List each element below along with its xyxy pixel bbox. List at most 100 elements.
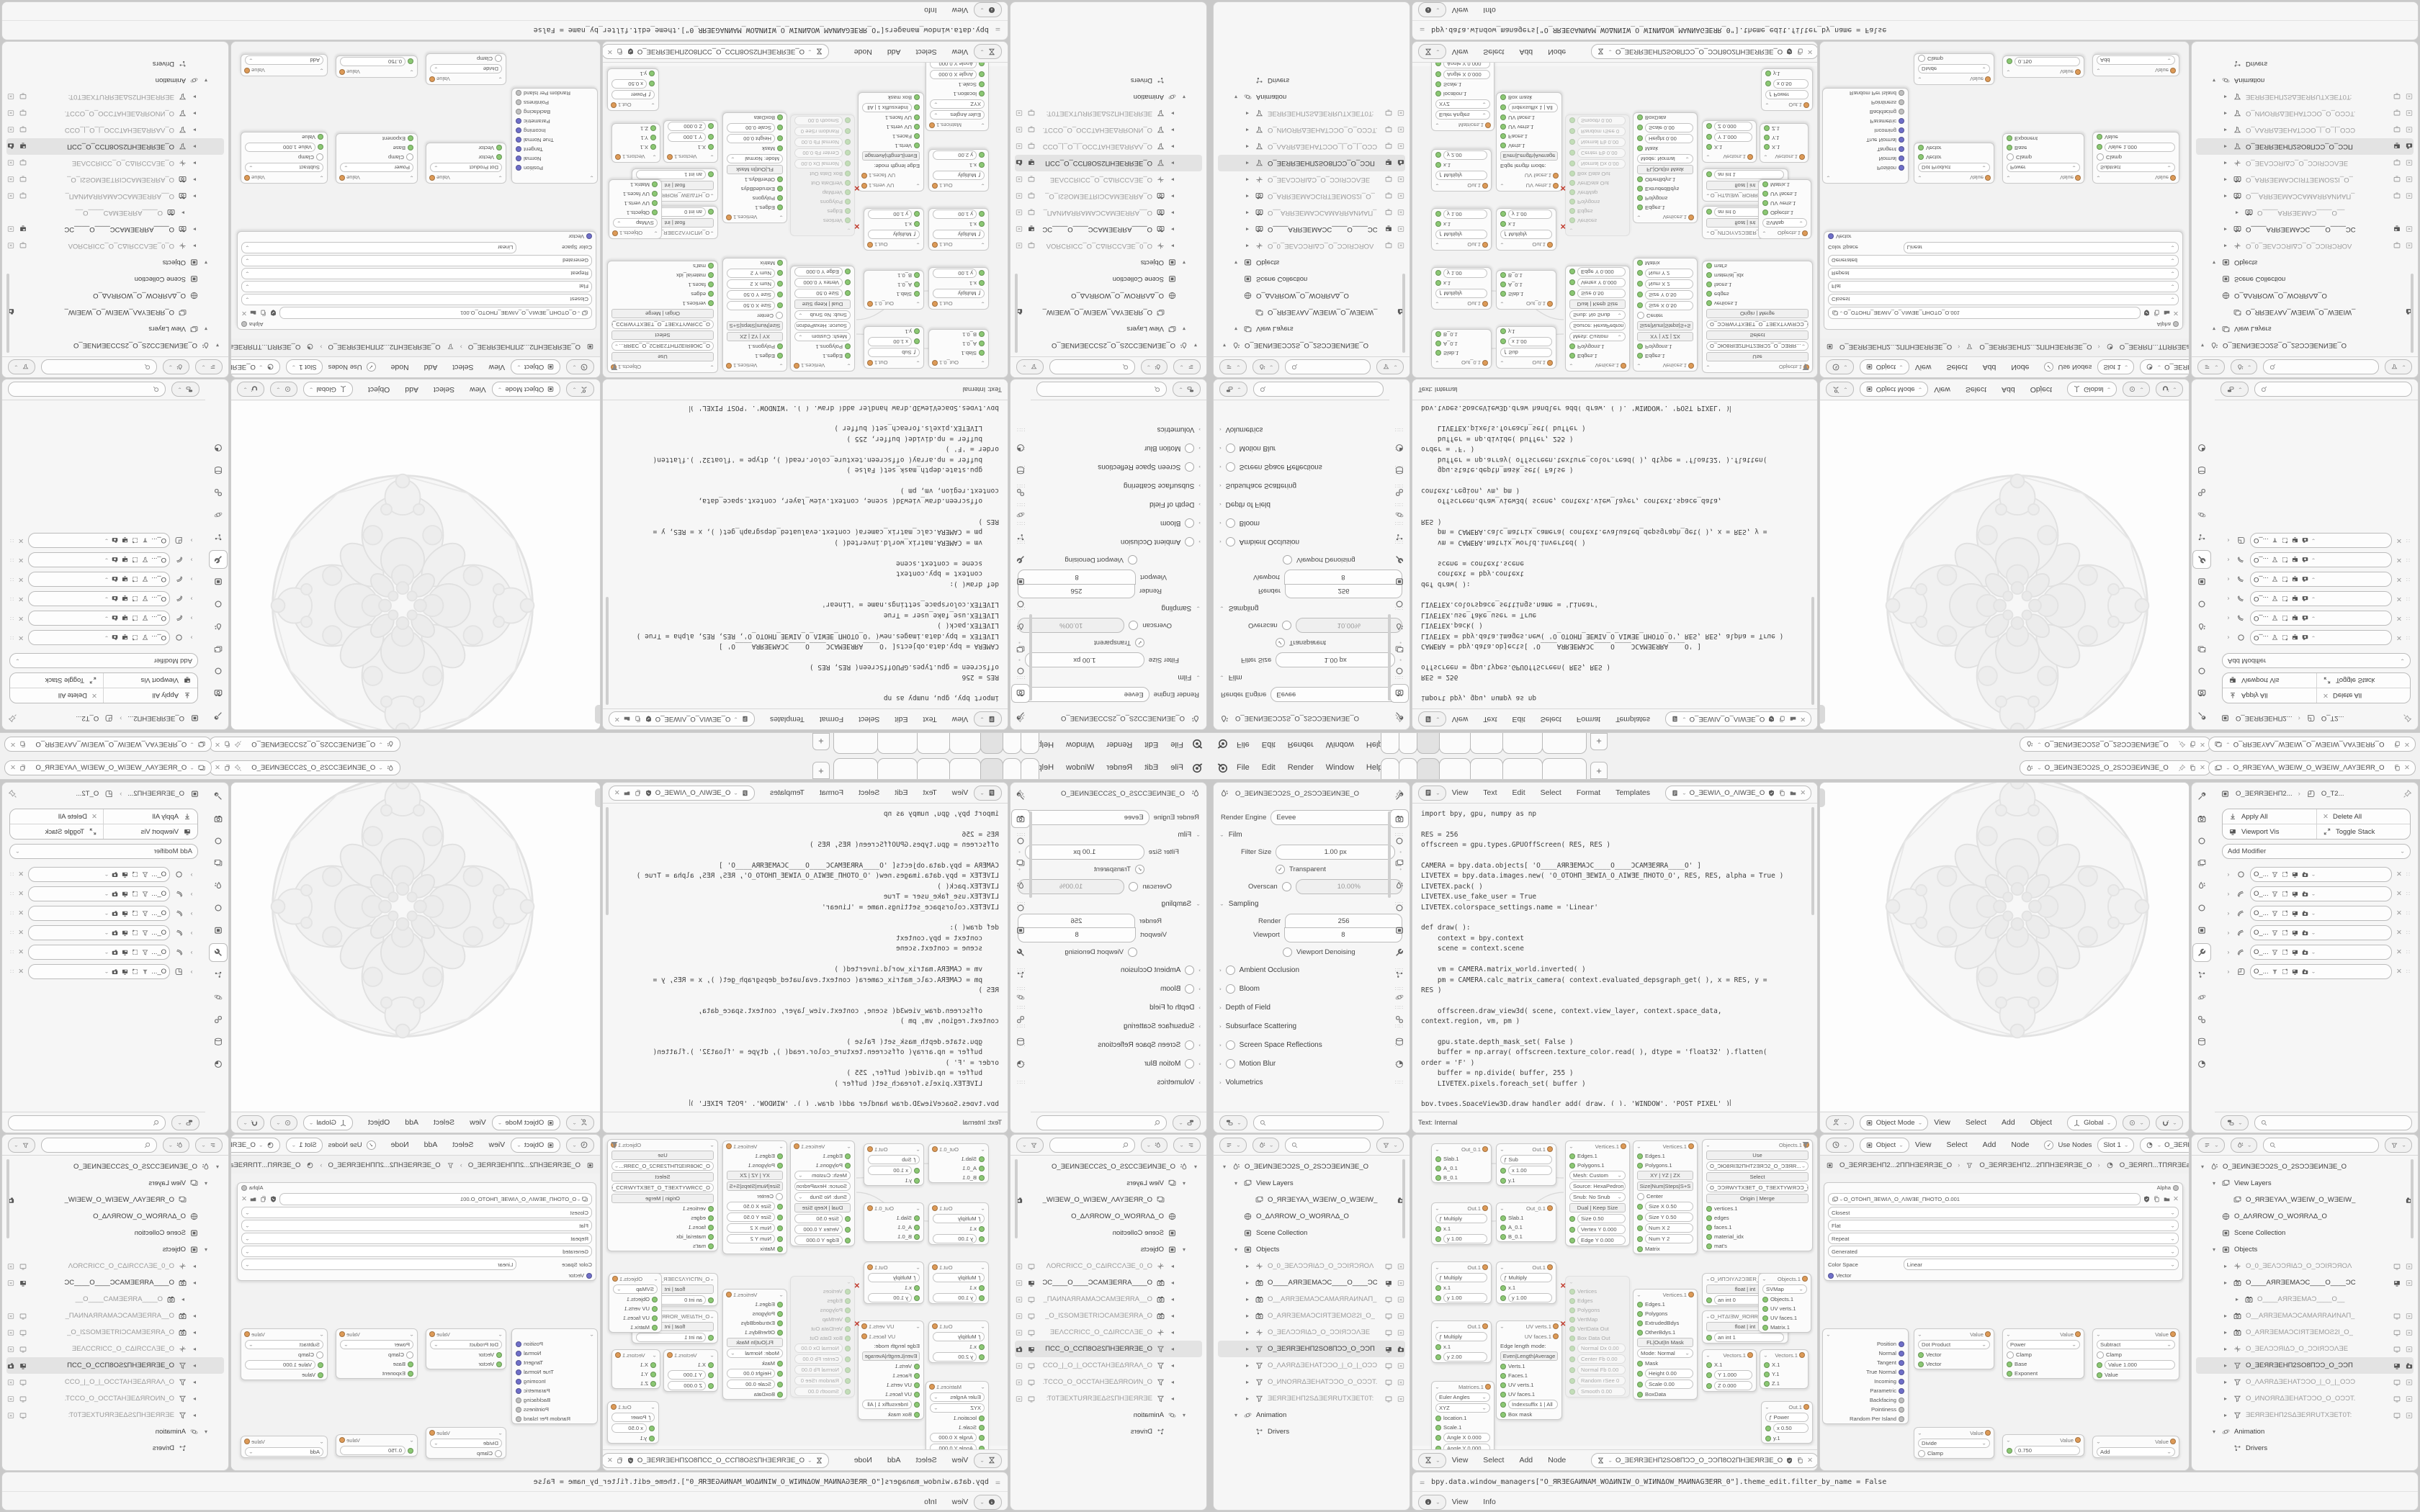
outliner-object-row[interactable]: ▸ O_AЯRƎEMAƆCIЯTƎEMOƧ2I_O_ [2196, 1324, 2414, 1341]
modifier-name-pill[interactable]: O_... ⌄ [2250, 964, 2392, 979]
node-field[interactable]: Size Y 0.50 [1645, 290, 1693, 300]
shield-icon[interactable] [1785, 1457, 1793, 1464]
geo-node[interactable]: ⌄ Out.1 ƒ Power x 0.50 y.1 [1761, 68, 1813, 111]
outliner-object-row[interactable]: ▸ O_0_ƎEΛƆƆЯIΔƆ_O_ƆƆIЯƆЯOΛ [2196, 238, 2414, 254]
xbox-icon[interactable] [6, 1345, 15, 1354]
properties-tab-scene[interactable] [209, 617, 228, 636]
outliner-objects[interactable]: ▾ Objects [2212, 1246, 2258, 1254]
scrollbar[interactable] [2411, 274, 2414, 353]
node-field[interactable]: Smooth 0.00 [1577, 1387, 1626, 1396]
node-dropdown[interactable]: Mode: Normal ⌄ [727, 154, 783, 163]
node-field[interactable]: 0.750 [340, 57, 405, 66]
text-datablock[interactable]: ⌄ O_ƎEWIΛ_O_ΛIWƎE_O ✕ [1664, 785, 1812, 801]
shader-node-area[interactable]: Alpha ⌄ O_OTOHП_ƎEWIΛ_O_ΛIWƎE_ПHOTO_O.001 ✕… [1820, 42, 2189, 338]
shader-menu-node[interactable]: Node [2011, 1140, 2030, 1149]
monitor-icon[interactable] [2393, 1312, 2401, 1320]
code-area[interactable]: import bpy, gpu, numpy as np RES = 256 o… [636, 810, 999, 1106]
funnel-icon[interactable] [2271, 556, 2279, 564]
monitorD-icon[interactable] [19, 225, 27, 234]
node-dropdown[interactable]: Snub: No Snub ⌄ [794, 310, 851, 320]
monitor-icon[interactable] [1027, 126, 1036, 135]
close-icon[interactable]: ✕ [241, 1195, 247, 1203]
outliner-object-row[interactable]: ▸ ƎEЯRƎEHП2SΔƎEЯRUTXƎET0T: [2196, 1407, 2414, 1423]
properties-tab-render[interactable] [209, 684, 228, 703]
outliner-object-row[interactable]: ▸ O_0_ƎEΛƆƆЯIΔƆ_O_ƆƆIЯƆЯOΛ [1218, 1258, 1405, 1274]
modifier-name-pill[interactable]: O_... ⌄ [28, 867, 170, 882]
properties-tab-tool[interactable] [1390, 787, 1409, 806]
monitor-icon[interactable] [19, 1411, 27, 1420]
modifier-name-pill[interactable]: O_... ⌄ [28, 964, 170, 979]
modifier-button-viewport-vis[interactable]: Viewport Vis [104, 673, 197, 688]
properties-tab-tool[interactable] [1390, 706, 1409, 725]
monitor-icon[interactable] [1384, 242, 1393, 251]
properties-tab-particles[interactable] [2192, 528, 2211, 546]
node-button[interactable]: Use [1706, 1151, 1809, 1160]
outliner-filter-button[interactable]: ⌄ [8, 359, 35, 375]
shader-node-area[interactable]: Alpha ⌄ O_OTOHП_ƎEWIΛ_O_ΛIWƎE_ПHOTO_O.001 ✕… [231, 1174, 600, 1470]
node-button[interactable]: XY | YZ | ZX [1637, 1171, 1693, 1180]
text-menu-view[interactable]: View [951, 788, 969, 797]
code-area[interactable]: import bpy, gpu, numpy as np RES = 256 o… [1421, 406, 1784, 702]
node-field[interactable]: x 1.00 [1508, 1166, 1552, 1175]
shader-node[interactable]: ⌄ Position Normal Tangent True Normal Incomin… [1822, 1328, 1909, 1424]
shader-node[interactable]: ⌄ Value Divide ⌄ Clamp [1914, 53, 1994, 85]
text-menu-format[interactable]: Format [1576, 788, 1601, 797]
modifier-row[interactable]: › O_... ⌄ ✕ ∷ [2215, 962, 2418, 981]
monitor-icon[interactable] [1027, 1328, 1036, 1337]
properties-tab-wrench[interactable] [2192, 943, 2211, 962]
section-subsurface-scattering[interactable]: › Subsurface Scattering ∷∷ [1219, 482, 1404, 490]
outliner-object-row[interactable]: ▸ O_0_ƎEΛƆƆЯIΔƆ_O_ƆƆIЯƆЯOΛ [1015, 238, 1202, 254]
xbox-icon[interactable] [2405, 1378, 2414, 1387]
node-dropdown[interactable]: O_ƆЮ8ЯIƎ2ПHT2ƎЯƆ2_O_ƆƎЯR... ⌄ [1706, 341, 1809, 351]
node-dropdown[interactable]: Mesh: Custom ⌄ [1569, 332, 1626, 341]
section-ambient-occlusion[interactable]: › Ambient Occlusion ∷∷ [1016, 965, 1201, 975]
topbar-menu-window[interactable]: Window [1066, 763, 1095, 772]
outliner-object-row[interactable]: ▸ O_ΛAЯRΔƎEHATƆƆO_|_O_|_OƆƆ [6, 122, 224, 138]
info-menu-info[interactable]: Info [1483, 6, 1496, 14]
node-field[interactable]: Value 1.000 [245, 1360, 315, 1369]
outliner-scene-root[interactable]: ▾ O_ƎEИNƎEƆƆ2S_O_2SƆƆƎEИNƎE_O [1051, 341, 1198, 349]
properties-tab-viewlayer[interactable] [1390, 639, 1409, 658]
node-field[interactable]: Num Y 2 [1645, 1234, 1693, 1243]
node-button[interactable]: Even|Length|Average [1500, 1351, 1558, 1361]
outliner-camera-child[interactable]: ▸ O____AЯRƎEMAƆ____O__ [2235, 209, 2345, 217]
image-setting-dropdown[interactable]: Generated ⌄ [241, 255, 592, 266]
monitor-icon[interactable] [1384, 1395, 1393, 1403]
properties-tab-data[interactable] [1011, 461, 1030, 480]
scene-selector[interactable]: ⌄ O_ƎEИNƎEƆƆ2S_O_2SƆƆƎEИNƎE_O ✕ [2020, 737, 2211, 752]
outliner-scene-mode[interactable]: ⌄ [1252, 1137, 1280, 1153]
node-dropdown[interactable]: XYZ ⌄ [1435, 99, 1490, 109]
monitor-icon[interactable] [2393, 1328, 2401, 1337]
delete-modifier-icon[interactable]: ✕ [2396, 634, 2402, 642]
node-dropdown[interactable]: Dot Product ⌄ [430, 1340, 502, 1349]
image-texture-node[interactable]: Alpha ⌄ O_OTOHП_ƎEWIΛ_O_ΛIWƎE_ПHOTO_O.001 ✕… [237, 1182, 596, 1281]
monitorD-icon[interactable] [2291, 556, 2299, 564]
node-button[interactable]: XY | YZ | ZX [727, 1171, 783, 1180]
search-input[interactable] [1036, 382, 1168, 397]
monitorD-icon[interactable] [121, 536, 129, 544]
geo-node[interactable]: ⌄ Out.1 ƒ Multiply x.1 y 1.00 [1431, 267, 1492, 310]
node-dropdown[interactable]: Divide ⌄ [430, 64, 502, 73]
sampling-viewport-field[interactable]: 8 [1283, 927, 1402, 942]
geo-node[interactable]: ⌄ Vertices Edges Polygons VertMap VertData Ou… [1565, 1276, 1630, 1398]
outliner-animation[interactable]: ▾ Animation [2212, 76, 2265, 84]
geo-menu-add[interactable]: Add [1519, 1456, 1533, 1464]
interaction-mode-icon-button[interactable]: ⌄ [1826, 1115, 1854, 1130]
node-button[interactable]: Dual | Keep Size [794, 1203, 851, 1212]
geo-node[interactable]: ⌄ Vertices Edges Polygons VertMap VertData Ou… [790, 1276, 855, 1398]
object-mode-dropdown[interactable]: Object Mode ⌄ [491, 382, 561, 397]
properties-tab-scene[interactable] [1011, 876, 1030, 895]
xbox-icon[interactable] [2405, 1262, 2414, 1271]
monitor-icon[interactable] [1384, 1295, 1393, 1304]
xbox-icon[interactable] [6, 1411, 15, 1420]
geo-menu-select[interactable]: Select [915, 1456, 937, 1464]
outliner-object-row[interactable]: ▸ O_ΛAЯRΔƎEHATƆƆO_|_O_|_OƆƆ [2196, 122, 2414, 138]
viewport-menu-view[interactable]: View [1934, 1118, 1950, 1127]
outliner-world[interactable]: O_ΔΛЯROW_O_WOЯRΛΔ_O [1015, 287, 1202, 304]
workspace-tab-4[interactable] [1439, 758, 1471, 779]
modifier-row[interactable]: › O_... ⌄ ✕ ∷ [2215, 550, 2418, 570]
node-field[interactable]: an int 1 [1714, 170, 1784, 179]
shader-node[interactable]: ⌄ Position Normal Tangent True Normal Incomin… [511, 1328, 598, 1424]
delete-modifier-icon[interactable]: ✕ [18, 909, 24, 917]
node-dropdown[interactable]: Power ⌄ [2007, 1340, 2080, 1349]
